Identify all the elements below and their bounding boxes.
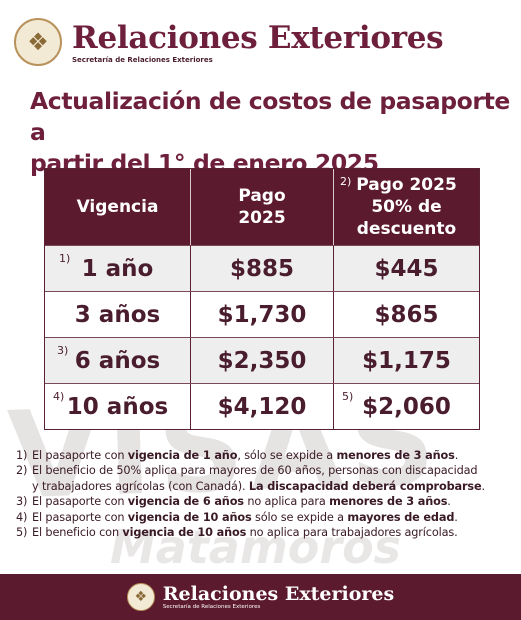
table-row: 3) 6 años $2,350 $1,175 [45,337,479,383]
footnote-number: 3) [16,495,28,509]
footnote-text: El beneficio con vigencia de 10 años no … [32,526,458,540]
header-vigencia: Vigencia [45,169,191,245]
footnote: 5) El beneficio con vigencia de 10 años … [16,525,511,540]
brand-subtitle: Secretaría de Relaciones Exteriores [72,55,213,64]
table-row: 4) 10 años $4,120 5) $2,060 [45,383,479,429]
table-row: 1) 1 año $885 $445 [45,245,479,291]
cell-vigencia: 3 años [45,292,191,337]
page-title-line1: Actualización de costos de pasaporte a [30,87,510,146]
cell-vigencia: 1) 1 año [45,246,191,291]
footer-brand: Relaciones Exteriores Secretaría de Rela… [163,584,394,610]
footer-title: Relaciones Exteriores [162,583,395,605]
header-descuento-line1: Pago 2025 [356,175,457,195]
cell-pago: $2,350 [191,338,334,383]
cell-pago: $885 [191,246,334,291]
table-row: 3 años $1,730 $865 [45,291,479,337]
descuento-value: $865 [374,301,439,328]
header-descuento: 2) Pago 2025 50% de descuento [334,169,479,245]
header-pago-line2: 2025 [238,208,286,228]
footnote: 4) El pasaporte con vigencia de 10 años … [16,510,511,525]
vigencia-value: 10 años [66,393,169,420]
descuento-value: $2,060 [362,393,451,420]
footnote-number: 1) [16,449,28,462]
footnote: 1) El pasaporte con vigencia de 1 año, s… [16,448,511,463]
header-descuento-footnote: 2) [340,175,352,188]
descuento-value: $445 [374,255,439,282]
page-header: ❖ Relaciones Exteriores Secretaría de Re… [14,14,507,70]
footnote: y trabajadores agrícolas (con Canadá). L… [16,479,511,494]
footnote: 3) El pasaporte con vigencia de 6 años n… [16,494,511,509]
footnote-text: y trabajadores agrícolas (con Canadá). L… [32,479,485,493]
cell-pago: $4,120 [191,384,334,429]
page-footer: ❖ Relaciones Exteriores Secretaría de Re… [0,574,521,620]
footnote-number: 2) [16,464,28,478]
footnote: 2) El beneficio de 50% aplica para mayor… [16,463,511,478]
footnotes: 1) El pasaporte con vigencia de 1 año, s… [16,448,511,540]
row-footnote: 3) [57,344,69,357]
footnote-text: El beneficio de 50% aplica para mayores … [32,464,478,478]
table-header-row: Vigencia Pago 2025 2) Pago 2025 50% de d… [45,169,479,245]
header-descuento-line3: descuento [356,219,457,239]
footnote-number: 5) [16,526,28,540]
cell-pago: $1,730 [191,292,334,337]
eagle-seal-icon: ❖ [126,583,155,611]
footnote-number [16,479,32,494]
footnote-text: El pasaporte con vigencia de 1 año, sólo… [32,449,459,462]
footnote-number: 4) [16,510,28,524]
page-title: Actualización de costos de pasaporte a p… [30,86,510,179]
vigencia-value: 3 años [74,301,161,328]
cell-descuento: $445 [334,246,479,291]
footnote-text: El pasaporte con vigencia de 6 años no a… [32,495,451,509]
cell-vigencia: 4) 10 años [45,384,191,429]
descuento-value: $1,175 [362,347,451,374]
descuento-footnote: 5) [342,390,354,403]
header-pago-line1: Pago [238,186,286,206]
row-footnote: 1) [59,252,71,265]
price-table: Vigencia Pago 2025 2) Pago 2025 50% de d… [44,168,480,430]
cell-vigencia: 3) 6 años [45,338,191,383]
cell-descuento: 5) $2,060 [334,384,479,429]
cell-descuento: $1,175 [334,338,479,383]
brand-title: Relaciones Exteriores [72,19,444,56]
footnote-text: El pasaporte con vigencia de 10 años sól… [32,510,458,524]
brand: Relaciones Exteriores Secretaría de Rela… [72,19,444,64]
header-pago: Pago 2025 [191,169,334,245]
footer-subtitle: Secretaría de Relaciones Exteriores [162,604,261,610]
vigencia-value: 6 años [74,347,161,374]
header-descuento-line2: 50% de [371,197,442,217]
eagle-seal-icon: ❖ [14,18,62,66]
row-footnote: 4) [53,390,65,403]
cell-descuento: $865 [334,292,479,337]
vigencia-value: 1 año [81,255,154,282]
